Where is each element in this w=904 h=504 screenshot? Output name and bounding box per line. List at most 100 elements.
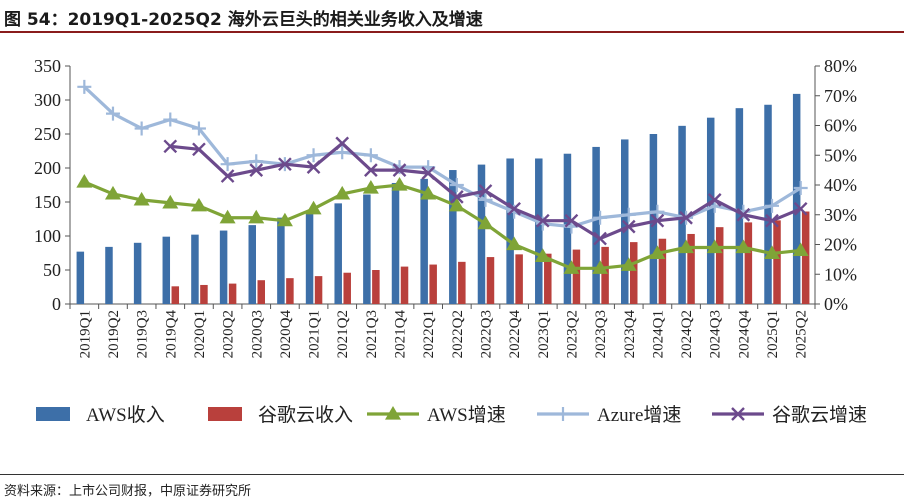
legend-label-google-growth: 谷歌云增速 [772,404,867,426]
google-growth-marker [249,163,264,177]
legend-marker [385,406,401,420]
google-revenue-bar [630,242,638,304]
google-growth-marker [707,193,722,207]
x-tick-label: 2023Q1 [536,310,552,358]
google-revenue-bar [658,238,667,304]
aws-revenue-bar [735,108,744,304]
aws-growth-marker [448,197,465,212]
google-revenue-bar [372,270,380,304]
x-tick-label: 2021Q4 [393,310,409,359]
x-tick-label: 2019Q4 [163,310,179,359]
google-revenue-bar [601,246,609,304]
google-growth-marker [278,157,292,172]
x-tick-label: 2024Q4 [736,310,752,359]
aws-growth-marker [592,260,609,274]
x-tick-label: 2019Q3 [135,310,151,358]
aws-revenue-bar [535,158,543,304]
x-tick-label: 2021Q3 [364,310,380,358]
aws-growth-marker [305,200,322,215]
x-tick-label: 2025Q2 [794,310,810,358]
legend-label-aws-growth: AWS增速 [427,404,506,426]
x-tick-label: 2019Q2 [106,310,122,358]
google-growth-marker [507,201,521,216]
right-tick-label: 0% [824,294,848,314]
aws-revenue-bar [363,194,371,304]
azure-growth-marker [134,121,149,136]
aws-revenue-bar [592,146,600,304]
google-revenue-bar [171,286,180,304]
google-revenue-bar [773,220,781,304]
left-tick-label: 0 [52,294,61,314]
aws-growth-marker [735,239,752,254]
aws-growth-marker [678,239,695,254]
right-tick-label: 80% [824,56,857,76]
left-tick-label: 350 [34,56,61,76]
azure-growth-marker [163,112,178,127]
azure-growth-marker [449,178,464,192]
aws-growth-marker [190,197,207,212]
aws-revenue-bar [649,134,658,304]
aws-growth-marker [334,185,351,200]
azure-growth-marker [621,207,636,222]
azure-growth-marker [593,210,608,225]
google-growth-marker [679,210,693,225]
aws-growth-marker [248,209,265,224]
right-tick-label: 40% [824,175,857,195]
left-tick-label: 200 [34,158,61,178]
google-growth-marker [392,163,407,177]
left-tick-label: 300 [34,90,61,110]
source-note: 资料来源：上市公司财报，中原证券研究所 [4,484,252,499]
aws-revenue-bar [420,178,428,304]
x-tick-label: 2025Q1 [765,310,781,358]
aws-growth-marker [534,248,551,262]
google-revenue-bar [458,261,466,304]
aws-revenue-bar [162,236,171,304]
aws-revenue-bar [706,117,715,305]
figure-title: 图 54：2019Q1-2025Q2 海外云巨头的相关业务收入及增速 [4,10,483,30]
google-growth-marker [793,201,808,216]
google-revenue-bar [400,266,409,304]
x-tick-label: 2020Q3 [249,310,265,358]
x-tick-label: 2022Q2 [450,310,466,358]
x-tick-label: 2022Q4 [507,310,523,359]
google-revenue-bar [286,278,294,304]
aws-growth-marker [362,179,379,194]
google-revenue-bar [687,233,695,304]
x-tick-label: 2021Q1 [307,310,323,358]
aws-revenue-bar [305,212,314,304]
google-revenue-bar [744,222,753,304]
google-growth-marker [335,136,350,151]
aws-revenue-bar [563,153,572,304]
title-rule [0,31,904,33]
azure-growth-marker [650,204,665,219]
aws-revenue-bar [133,242,142,304]
aws-revenue-bar [764,104,772,304]
source-rule [0,474,904,475]
aws-growth-marker [563,260,580,274]
azure-growth-marker [220,157,235,172]
azure-growth-marker [793,180,808,195]
google-growth-marker [220,169,235,183]
x-tick-label: 2019Q1 [77,310,93,358]
x-tick-label: 2020Q4 [278,310,294,359]
left-tick-label: 150 [34,192,61,212]
azure-growth-marker [335,145,350,160]
figure-title-bar: 图 54：2019Q1-2025Q2 海外云巨头的相关业务收入及增速 [0,0,904,34]
google-growth-marker [163,139,178,154]
right-tick-label: 10% [824,264,857,284]
aws-growth-marker [620,257,637,271]
aws-revenue-bar [391,182,400,304]
google-revenue-bar [343,272,351,304]
google-growth-marker [192,142,206,157]
x-tick-label: 2022Q3 [478,310,494,358]
legend-marker [731,407,745,421]
x-tick-label: 2023Q2 [564,310,580,358]
aws-revenue-bar [506,158,514,304]
aws-revenue-bar [334,203,342,304]
google-growth-marker [535,213,550,228]
google-growth-marker [650,213,665,228]
google-growth-marker [593,231,607,246]
legend-label-azure-growth: Azure增速 [597,404,681,426]
aws-revenue-bar [277,217,285,304]
azure-growth-marker [249,154,264,169]
